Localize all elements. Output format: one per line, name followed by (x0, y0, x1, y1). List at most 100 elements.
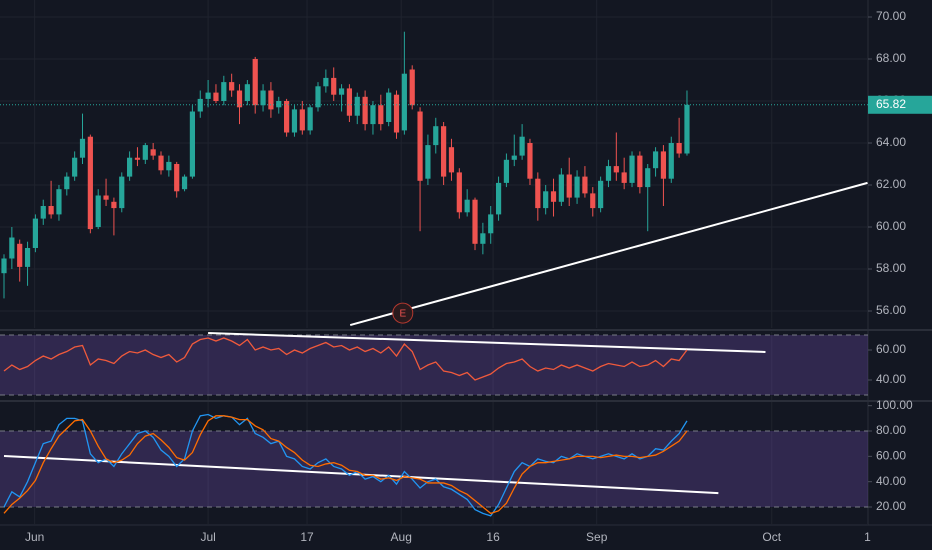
band-fill (0, 335, 868, 396)
candle-body (354, 96, 360, 116)
candle-body (260, 90, 266, 106)
candle-body (150, 149, 156, 156)
candle-body (72, 157, 78, 177)
candle-body (495, 182, 502, 215)
last-price-tag (868, 95, 932, 114)
candle-body (166, 161, 172, 171)
candle-body (205, 92, 211, 99)
candle-body (393, 94, 400, 133)
candle-body (95, 195, 101, 227)
y-tick-label: 40.00 (876, 474, 906, 488)
candle-body (590, 193, 596, 209)
candle-body (684, 104, 690, 154)
x-tick-label: Jun (25, 530, 44, 544)
event-label: E (399, 309, 406, 320)
candle-body (652, 151, 659, 169)
x-tick-label: Oct (762, 530, 781, 544)
candle-body (119, 176, 125, 209)
candle-body (9, 237, 15, 259)
candle-body (441, 126, 447, 177)
candle-body (56, 189, 62, 215)
y-tick-label: 62.00 (876, 177, 906, 191)
candle-body (221, 82, 227, 102)
x-tick-label: 16 (486, 530, 500, 544)
candle-body (213, 92, 219, 102)
x-tick-label: Jul (200, 530, 215, 544)
candle-body (480, 233, 486, 244)
y-tick-label: 80.00 (876, 423, 906, 437)
candle-body (543, 191, 549, 209)
x-tick-label: Aug (391, 530, 412, 544)
x-tick-label: Sep (586, 530, 608, 544)
y-tick-label: 60.00 (876, 449, 906, 463)
candle-body (338, 88, 345, 95)
candle-body (637, 155, 643, 188)
candle-body (362, 96, 368, 125)
candle-body (605, 166, 612, 181)
candle-body (244, 84, 250, 102)
last-price-label: 65.82 (876, 97, 906, 111)
candle-body (142, 145, 148, 160)
y-tick-label: 64.00 (876, 135, 906, 149)
candle-body (582, 176, 588, 194)
indicator-line (3, 415, 688, 515)
candle-body (370, 105, 376, 125)
x-tick-label: 1 (864, 530, 871, 544)
candle-body (331, 77, 337, 95)
candle-body (448, 147, 455, 173)
candle-body (291, 109, 298, 133)
candle-body (79, 138, 86, 158)
candle-body (558, 174, 564, 202)
candle-body (346, 88, 353, 116)
candle-body (268, 90, 274, 110)
candle-body (425, 145, 431, 179)
candle-body (519, 136, 525, 156)
candle-body (386, 92, 392, 123)
candle-body (503, 159, 510, 183)
candle-body (660, 151, 667, 179)
candle-body (315, 86, 321, 108)
band-fill (0, 431, 868, 508)
candle-body (676, 143, 682, 154)
indicator-line (3, 413, 688, 517)
candle-body (252, 59, 258, 106)
trend-line (349, 181, 868, 327)
y-tick-label: 70.00 (876, 9, 906, 23)
candle-body (197, 98, 203, 112)
candle-body (284, 101, 290, 133)
candle-body (535, 178, 541, 209)
candle-body (621, 172, 627, 183)
candle-body (409, 69, 415, 106)
candle-body (401, 73, 407, 131)
candle-body (299, 109, 305, 131)
candle-body (276, 101, 282, 108)
y-tick-label: 58.00 (876, 261, 906, 275)
x-tick-label: 17 (300, 530, 314, 544)
y-tick-label: 60.00 (876, 342, 906, 356)
candle-body (613, 166, 619, 173)
candle-body (472, 199, 478, 244)
candle-body (24, 247, 31, 267)
y-tick-label: 20.00 (876, 499, 906, 513)
candle-body (1, 258, 7, 274)
candle-body (550, 191, 557, 202)
candle-body (111, 201, 117, 209)
candle-body (307, 107, 313, 131)
candle-body (229, 82, 235, 91)
candle-body (17, 243, 23, 267)
candle-body (158, 155, 164, 171)
candle-body (323, 77, 329, 87)
candle-body (433, 126, 439, 146)
candle-body (511, 155, 517, 160)
candle-body (48, 205, 54, 215)
candle-body (103, 195, 109, 200)
candle-body (378, 105, 384, 125)
candle-body (64, 176, 70, 190)
candle-body (488, 214, 494, 234)
candle-body (32, 218, 39, 248)
candle-body (456, 172, 462, 213)
candle-body (134, 157, 141, 160)
